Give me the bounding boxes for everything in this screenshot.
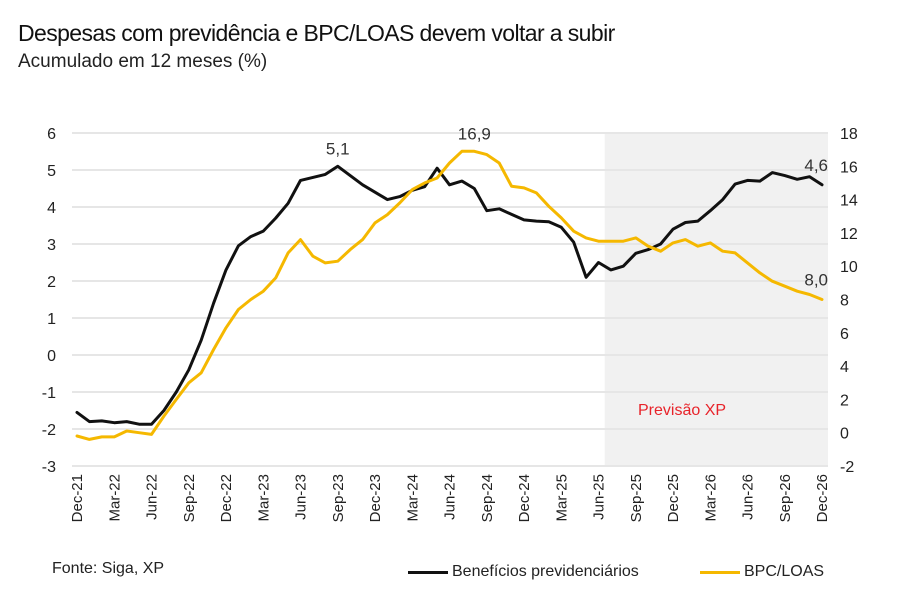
y-right-tick-label: 10 <box>840 259 858 276</box>
x-tick-label: Jun-23 <box>293 474 310 520</box>
x-tick-label: Mar-24 <box>404 474 421 522</box>
x-tick-label: Dec-22 <box>218 474 235 522</box>
y-right-tick-label: 16 <box>840 159 858 176</box>
y-right-tick-label: 18 <box>840 126 858 143</box>
x-tick-label: Sep-26 <box>777 474 794 522</box>
x-tick-label: Jun-25 <box>591 474 608 520</box>
y-left-tick-label: -1 <box>42 385 56 402</box>
y-left-tick-label: 5 <box>47 163 56 180</box>
legend-swatch-yellow-line <box>700 570 740 574</box>
y-left-tick-label: 4 <box>47 200 56 217</box>
x-tick-label: Sep-23 <box>330 474 347 522</box>
x-tick-label: Mar-23 <box>255 474 272 522</box>
data-label: 8,0 <box>804 271 828 290</box>
y-right-tick-label: 8 <box>840 293 849 310</box>
y-right-tick-label: 4 <box>840 359 849 376</box>
x-tick-label: Sep-22 <box>181 474 198 522</box>
x-tick-label: Jun-26 <box>740 474 757 520</box>
x-tick-label: Jun-22 <box>144 474 161 520</box>
x-tick-label: Mar-22 <box>106 474 123 522</box>
y-right-tick-label: 12 <box>840 226 858 243</box>
y-left-tick-label: 0 <box>47 348 56 365</box>
y-axis-left: 6 5 4 3 2 1 0 -1 -2 -3 <box>42 126 56 476</box>
x-tick-label: Dec-24 <box>516 474 533 522</box>
x-tick-label: Dec-23 <box>367 474 384 522</box>
series-line-bpc-loas <box>75 149 824 441</box>
series-line-beneficios <box>75 164 824 426</box>
y-left-tick-label: 1 <box>47 311 56 328</box>
y-left-tick-label: 3 <box>47 237 56 254</box>
y-right-tick-label: -2 <box>840 459 854 476</box>
data-label: 5,1 <box>326 139 350 158</box>
y-axis-right: 18 16 14 12 10 8 6 4 2 0 -2 <box>840 126 858 476</box>
y-left-tick-label: 6 <box>47 126 56 143</box>
y-left-tick-label: -3 <box>42 459 56 476</box>
y-right-tick-label: 0 <box>840 426 849 443</box>
data-labels: 5,1 16,9 4,6 8,0 <box>326 124 828 289</box>
x-tick-label: Sep-24 <box>479 474 496 522</box>
forecast-region-rect <box>604 133 828 466</box>
legend-swatch-black-line <box>408 570 448 574</box>
data-label: 16,9 <box>458 124 491 143</box>
x-tick-label: Mar-26 <box>702 474 719 522</box>
x-axis: Dec-21 Mar-22 Jun-22 Sep-22 Dec-22 Mar-23 Jun-… <box>69 474 831 522</box>
legend-label-bpc-loas: BPC/LOAS <box>744 563 825 580</box>
legend-item-beneficios: Benefícios previdenciários <box>408 563 639 581</box>
legend-item-bpc-loas: BPC/LOAS <box>700 563 824 581</box>
forecast-shaded-region <box>604 133 828 466</box>
x-tick-label: Sep-25 <box>628 474 645 522</box>
y-right-tick-label: 14 <box>840 193 858 210</box>
y-right-tick-label: 6 <box>840 326 849 343</box>
y-left-tick-label: -2 <box>42 422 56 439</box>
data-label: 4,6 <box>804 156 828 175</box>
x-tick-label: Dec-25 <box>665 474 682 522</box>
legend-label-beneficios: Benefícios previdenciários <box>452 563 639 580</box>
y-left-tick-label: 2 <box>47 274 56 291</box>
source-note: Fonte: Siga, XP <box>52 560 165 577</box>
x-tick-label: Jun-24 <box>442 474 459 520</box>
forecast-annotation: Previsão XP <box>638 402 726 419</box>
chart-subtitle: Acumulado em 12 meses (%) <box>18 51 268 72</box>
x-tick-label: Mar-25 <box>553 474 570 522</box>
chart-title: Despesas com previdência e BPC/LOAS deve… <box>18 20 615 46</box>
x-tick-label: Dec-21 <box>69 474 86 522</box>
y-right-tick-label: 2 <box>840 392 849 409</box>
series-lines <box>75 149 824 441</box>
x-tick-label: Dec-26 <box>814 474 831 522</box>
gridlines <box>72 132 828 467</box>
